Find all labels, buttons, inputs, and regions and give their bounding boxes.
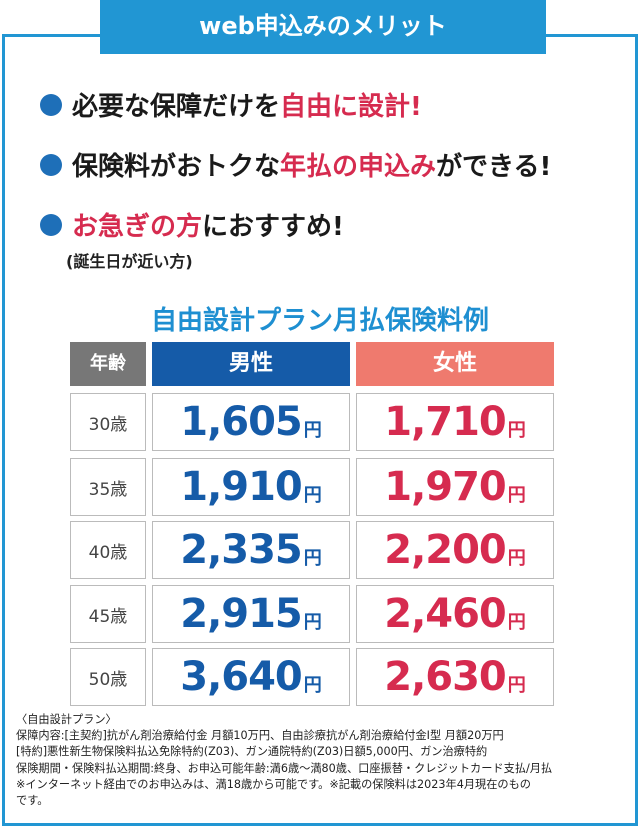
header-female: 女性 (356, 342, 554, 386)
table-row: 30歳 1,605 円 1,710 円 (0, 393, 640, 453)
table-row: 50歳 3,640 円 2,630 円 (0, 648, 640, 708)
merit-3-highlight: お急ぎの方 (72, 212, 203, 242)
bullet-icon (40, 93, 62, 116)
age-cell: 30歳 (70, 393, 146, 451)
header-age: 年齢 (70, 342, 146, 386)
footnote-line: 〈自由設計プラン〉 (16, 713, 117, 726)
table-row: 45歳 2,915 円 2,460 円 (0, 585, 640, 645)
female-price-cell: 1,710 円 (356, 393, 554, 451)
footnote-line: ※インターネット経由でのお申込みは、満18歳から可能です。※記載の保険料は202… (16, 777, 531, 791)
merit-2-text-b: ができる! (436, 152, 552, 182)
merit-item-2: 保険料がおトクな 年払の申込み ができる! (40, 146, 551, 183)
female-price-cell: 2,630 円 (356, 648, 554, 706)
merit-item-1: 必要な保障だけを 自由に設計! (40, 86, 422, 123)
footnote-line: [特約]悪性新生物保険料払込免除特約(Z03)、ガン通院特約(Z03)日額5,0… (16, 745, 488, 759)
female-price-cell: 2,460 円 (356, 585, 554, 643)
bullet-icon (40, 213, 62, 236)
bullet-icon (40, 153, 62, 176)
merit-3-text-a: におすすめ! (202, 212, 344, 242)
age-cell: 45歳 (70, 585, 146, 643)
footnote: 〈自由設計プラン〉 保障内容:[主契約]抗がん剤治療給付金 月額10万円、自由診… (16, 712, 628, 809)
age-cell: 40歳 (70, 521, 146, 579)
merit-1-text-a: 必要な保障だけを (72, 92, 281, 122)
merit-2-highlight: 年払の申込み (280, 152, 437, 182)
female-price-cell: 1,970 円 (356, 458, 554, 516)
table-title: 自由設計プラン月払保険料例 (150, 306, 489, 336)
male-price-cell: 1,910 円 (152, 458, 350, 516)
footnote-line: 保険期間・保険料払込期間:終身、お申込可能年齢:満6歳〜満80歳、口座振替・クレ… (16, 761, 553, 775)
panel-title: web申込みのメリット (100, 0, 546, 54)
male-price-cell: 2,335 円 (152, 521, 350, 579)
male-price-cell: 3,640 円 (152, 648, 350, 706)
age-cell: 35歳 (70, 458, 146, 516)
male-price-cell: 2,915 円 (152, 585, 350, 643)
footnote-line: です。 (16, 794, 49, 808)
female-price-cell: 2,200 円 (356, 521, 554, 579)
table-row: 40歳 2,335 円 2,200 円 (0, 521, 640, 581)
table-row: 35歳 1,910 円 1,970 円 (0, 458, 640, 518)
merit-2-text-a: 保険料がおトクな (72, 152, 281, 182)
merit-1-highlight: 自由に設計! (280, 92, 422, 122)
merit-note: (誕生日が近い方) (66, 252, 193, 271)
header-male: 男性 (152, 342, 350, 386)
age-cell: 50歳 (70, 648, 146, 706)
male-price-cell: 1,605 円 (152, 393, 350, 451)
merit-item-3: お急ぎの方 におすすめ! (40, 206, 344, 243)
footnote-line: 保障内容:[主契約]抗がん剤治療給付金 月額10万円、自由診療抗がん剤治療給付金… (16, 729, 504, 743)
